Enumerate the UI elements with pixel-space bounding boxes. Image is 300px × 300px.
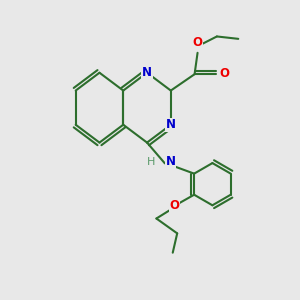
Text: O: O: [193, 36, 202, 49]
Text: N: N: [166, 155, 176, 168]
Text: N: N: [142, 66, 152, 79]
Text: N: N: [166, 118, 176, 131]
Text: H: H: [147, 157, 155, 167]
Text: O: O: [220, 67, 230, 80]
Text: O: O: [169, 199, 179, 212]
